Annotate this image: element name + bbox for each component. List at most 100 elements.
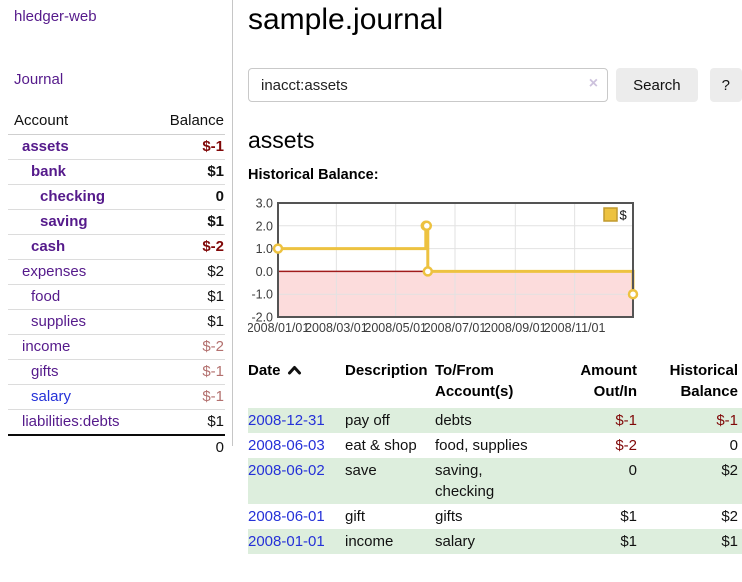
chart-y-tick-label: -2.0 — [251, 311, 273, 325]
account-row: liabilities:debts $1 — [8, 410, 225, 436]
app-title-link[interactable]: hledger-web — [14, 8, 97, 25]
chart-x-tick-label: 2008/03/01 — [305, 321, 368, 335]
txn-balance: 0 — [729, 437, 738, 454]
clear-search-icon[interactable]: × — [588, 75, 599, 92]
account-link-salary[interactable]: salary — [31, 388, 72, 405]
transactions-header-row: Date Description To/From Account(s) Amou… — [248, 358, 742, 408]
account-row: saving $1 — [8, 210, 225, 235]
chart-data-point — [627, 288, 639, 300]
txn-description: gift — [345, 508, 366, 525]
account-row: checking 0 — [8, 185, 225, 210]
account-name-cell: gifts — [8, 360, 148, 385]
txn-balance: $1 — [721, 533, 738, 550]
txn-accounts: gifts — [435, 508, 463, 525]
account-row: cash $-2 — [8, 235, 225, 260]
chart-x-tick-label: 2008/01/01 — [248, 321, 309, 335]
account-heading: assets — [248, 127, 315, 153]
account-name-cell: bank — [8, 160, 148, 185]
txn-header-date[interactable]: Date — [248, 358, 345, 408]
txn-balance: $2 — [721, 508, 738, 525]
txn-balance: $2 — [721, 462, 738, 479]
txn-amount: $-2 — [615, 437, 637, 454]
chart-y-tick-label: 1.0 — [256, 242, 273, 256]
txn-description: save — [345, 462, 377, 479]
chart-y-tick-label: 3.0 — [256, 197, 273, 211]
chart-y-tick-label: 0.0 — [256, 265, 273, 279]
txn-description: income — [345, 533, 394, 550]
account-link-cash[interactable]: cash — [31, 238, 66, 255]
account-name-cell: income — [8, 335, 148, 360]
txn-date-cell: 2008-01-01 — [248, 529, 345, 554]
account-name-cell: salary — [8, 385, 148, 410]
search-input[interactable] — [248, 68, 609, 102]
sidebar-item-journal[interactable]: Journal — [14, 71, 64, 88]
txn-date-link[interactable]: 2008-06-02 — [248, 462, 325, 479]
accounts-table: Account Balance assets $-1 bank $1 checking 0… — [8, 109, 225, 460]
txn-date-link[interactable]: 2008-01-01 — [248, 533, 325, 550]
chart-x-tick-label: 2008/05/01 — [364, 321, 427, 335]
txn-description: pay off — [345, 412, 390, 429]
account-row: gifts $-1 — [8, 360, 225, 385]
account-link-saving[interactable]: saving — [40, 213, 88, 230]
account-name-cell: assets — [8, 135, 148, 160]
txn-description: eat & shop — [345, 437, 417, 454]
account-link-assets[interactable]: assets — [22, 138, 69, 155]
txn-accounts: salary — [435, 533, 476, 550]
accounts-total-balance: 0 — [148, 434, 225, 460]
txn-date-cell: 2008-06-01 — [248, 504, 345, 529]
account-balance: $1 — [207, 288, 224, 305]
txn-date-link[interactable]: 2008-06-03 — [248, 437, 325, 454]
account-link-bank[interactable]: bank — [31, 163, 67, 180]
transactions-table: Date Description To/From Account(s) Amou… — [248, 358, 742, 554]
accounts-header-row: Account Balance — [8, 109, 225, 135]
accounts-header-account: Account — [8, 109, 149, 135]
historical-balance-chart: 3.0 2.0 1.0 0.0 -1.0 -2.02008/01/012008/03/01… — [248, 197, 639, 335]
chart-y-tick-label: -1.0 — [251, 288, 273, 302]
search-box: × — [248, 68, 609, 102]
account-link-supplies[interactable]: supplies — [31, 313, 87, 330]
account-link-expenses[interactable]: expenses — [22, 263, 87, 280]
accounts-total-spacer — [8, 434, 149, 460]
chart-data-point — [272, 243, 284, 254]
chart-x-tick-label: 2008/09/01 — [484, 321, 547, 335]
chart-legend-label: $ — [620, 208, 628, 223]
txn-date-cell: 2008-06-03 — [248, 433, 345, 458]
account-balance: $-1 — [202, 388, 224, 405]
account-name-cell: liabilities:debts — [8, 410, 148, 436]
transaction-row: 2008-01-01 income salary $1 $1 — [248, 529, 742, 554]
txn-amount: $-1 — [615, 412, 637, 429]
account-link-food[interactable]: food — [31, 288, 61, 305]
transaction-row: 2008-06-03 eat & shop food, supplies $-2 0 — [248, 433, 742, 458]
transaction-row: 2008-12-31 pay off debts $-1 $-1 — [248, 408, 742, 433]
account-balance: 0 — [215, 188, 224, 205]
help-button[interactable]: ? — [709, 68, 742, 102]
account-balance: $2 — [207, 263, 224, 280]
transaction-row: 2008-06-02 save saving, checking 0 $2 — [248, 458, 742, 504]
account-name-cell: expenses — [8, 260, 148, 285]
txn-date-link[interactable]: 2008-12-31 — [248, 412, 325, 429]
account-link-checking[interactable]: checking — [40, 188, 106, 205]
txn-accounts: saving, checking — [435, 462, 495, 500]
transaction-row: 2008-06-01 gift gifts $1 $2 — [248, 504, 742, 529]
account-name-cell: supplies — [8, 310, 148, 335]
account-row: food $1 — [8, 285, 225, 310]
txn-header-description: Description — [345, 362, 428, 379]
txn-date-link[interactable]: 2008-06-01 — [248, 508, 325, 525]
account-row: expenses $2 — [8, 260, 225, 285]
account-link-income[interactable]: income — [22, 338, 71, 355]
txn-header-date-label: Date — [248, 362, 281, 379]
chart-data-point — [421, 220, 433, 232]
txn-accounts: debts — [435, 412, 472, 429]
account-balance: $1 — [207, 313, 224, 330]
account-balance: $1 — [207, 213, 224, 230]
account-row: bank $1 — [8, 160, 225, 185]
account-balance: $-1 — [202, 363, 224, 380]
search-button[interactable]: Search — [616, 68, 698, 102]
account-link-gifts[interactable]: gifts — [31, 363, 59, 380]
txn-header-accounts: To/From Account(s) — [435, 362, 514, 400]
txn-header-amount: Amount Out/In — [580, 362, 637, 400]
chart-title: Historical Balance: — [248, 167, 379, 183]
accounts-header-balance: Balance — [148, 109, 225, 135]
account-row: income $-2 — [8, 335, 225, 360]
account-link-liabilities-debts[interactable]: liabilities:debts — [22, 413, 120, 430]
